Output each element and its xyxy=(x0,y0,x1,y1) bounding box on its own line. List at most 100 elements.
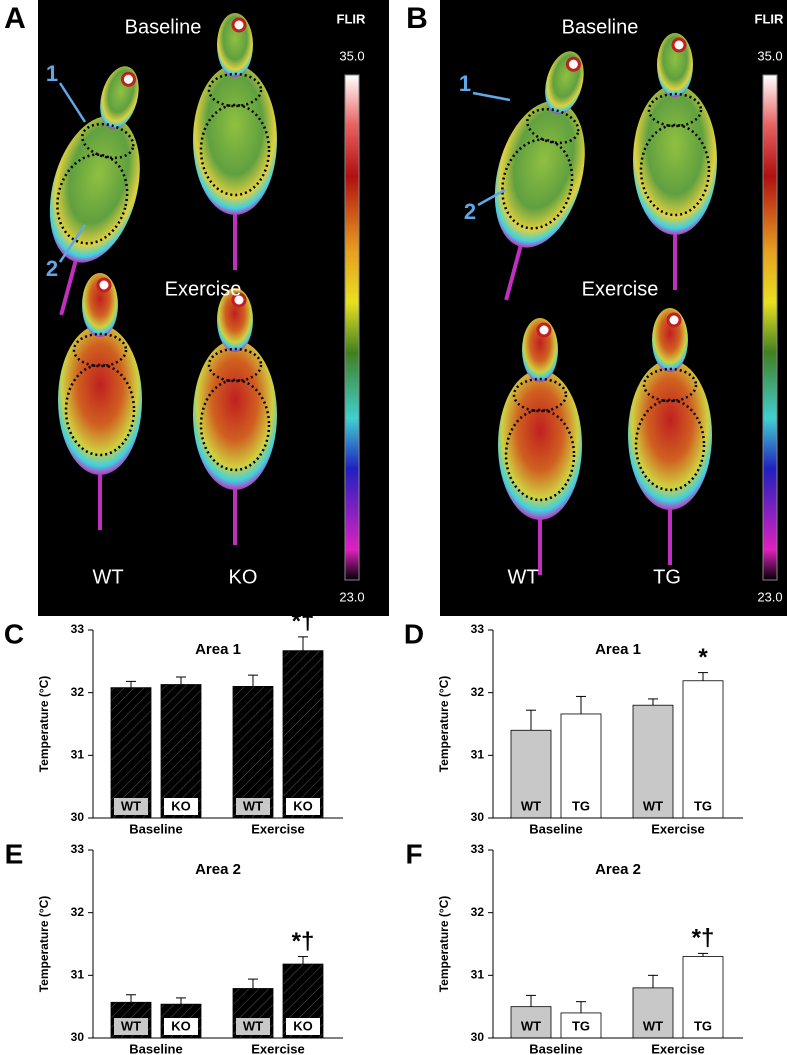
bar xyxy=(282,650,324,819)
panel-letter: F xyxy=(405,838,422,869)
scale-min: 23.0 xyxy=(757,589,782,604)
group-label: Baseline xyxy=(129,821,182,836)
significance: *† xyxy=(292,928,315,955)
area-label: 2 xyxy=(46,256,58,281)
bar xyxy=(560,713,602,819)
eye xyxy=(565,56,581,72)
panel-letter: C xyxy=(4,618,24,649)
y-axis-label: Temperature (°C) xyxy=(37,676,51,773)
eye xyxy=(96,277,112,293)
panel-letter: E xyxy=(5,838,24,869)
scale-max: 35.0 xyxy=(339,48,364,63)
scale-max: 35.0 xyxy=(757,48,782,63)
area-pointer xyxy=(477,188,506,207)
mouse xyxy=(49,66,140,316)
bar-label: WT xyxy=(243,798,263,813)
label-bg xyxy=(164,798,198,815)
area-label: 2 xyxy=(464,199,476,224)
group-label: Exercise xyxy=(651,821,705,836)
label-bg xyxy=(286,1018,320,1035)
y-tick-label: 30 xyxy=(471,1030,485,1044)
label-bg xyxy=(164,1018,198,1035)
color-scale xyxy=(344,74,360,581)
bar-label: KO xyxy=(293,1018,313,1033)
body xyxy=(498,370,582,520)
y-tick-label: 32 xyxy=(471,685,485,699)
bar xyxy=(632,704,674,819)
y-tick-label: 32 xyxy=(71,905,85,919)
bar-label: WT xyxy=(521,798,541,813)
body xyxy=(193,340,277,490)
bar-label: KO xyxy=(171,798,191,813)
eye xyxy=(120,71,136,87)
panel-letter: D xyxy=(404,618,424,649)
group-label: Exercise xyxy=(251,1041,305,1055)
genotype-label: KO xyxy=(229,566,258,588)
chart-title: Area 1 xyxy=(195,641,241,658)
area-pointer xyxy=(58,224,87,263)
label-bg xyxy=(114,1018,148,1035)
baseline-label: Baseline xyxy=(562,16,639,38)
bar-label: TG xyxy=(694,1018,712,1033)
eye xyxy=(671,37,687,53)
y-tick-label: 33 xyxy=(71,622,85,636)
area-2-outline xyxy=(199,378,271,472)
flir-logo: FLIR xyxy=(755,11,784,26)
label-bg xyxy=(236,1018,270,1035)
area-1-outline xyxy=(647,92,703,128)
body xyxy=(633,85,717,235)
eye xyxy=(231,17,247,33)
chart-title: Area 2 xyxy=(595,861,641,878)
area-1-outline xyxy=(512,377,568,413)
mouse xyxy=(628,308,712,565)
area-1-outline xyxy=(207,72,263,108)
y-tick-label: 31 xyxy=(471,748,485,762)
area-2-outline xyxy=(64,363,136,457)
thermal-image-b xyxy=(440,0,787,616)
mouse xyxy=(498,318,582,575)
label-bg xyxy=(114,798,148,815)
eye xyxy=(231,292,247,308)
y-tick-label: 32 xyxy=(471,905,485,919)
y-tick-label: 31 xyxy=(71,748,85,762)
bar-label: TG xyxy=(572,1018,590,1033)
bar-label: WT xyxy=(643,798,663,813)
y-tick-label: 30 xyxy=(71,1030,85,1044)
group-label: Exercise xyxy=(251,821,305,836)
group-label: Baseline xyxy=(129,1041,182,1055)
label-bg xyxy=(236,798,270,815)
exercise-label: Exercise xyxy=(165,278,242,300)
area-1-outline xyxy=(526,107,580,145)
bar xyxy=(160,684,202,819)
bar-label: WT xyxy=(121,798,141,813)
body xyxy=(193,65,277,215)
y-tick-label: 33 xyxy=(471,622,485,636)
eye xyxy=(536,322,552,338)
chart-title: Area 2 xyxy=(195,861,241,878)
y-tick-label: 30 xyxy=(471,810,485,824)
mouse xyxy=(633,33,717,290)
group-label: Baseline xyxy=(529,821,582,836)
area-pointer xyxy=(472,91,511,102)
bar xyxy=(682,956,724,1039)
exercise-label: Exercise xyxy=(582,278,659,300)
panel-letter: B xyxy=(406,2,428,35)
panel-letter: A xyxy=(4,2,26,35)
label-bg xyxy=(286,798,320,815)
bar xyxy=(232,686,274,819)
group-label: Exercise xyxy=(651,1041,705,1055)
significance: * xyxy=(698,644,708,671)
y-tick-label: 31 xyxy=(71,968,85,982)
bar-label: WT xyxy=(243,1018,263,1033)
mouse xyxy=(193,13,277,270)
color-scale xyxy=(762,74,778,581)
bar-label: TG xyxy=(694,798,712,813)
body xyxy=(628,360,712,510)
genotype-label: WT xyxy=(507,566,538,588)
area-label: 1 xyxy=(46,61,58,86)
flir-logo: FLIR xyxy=(337,11,366,26)
area-2-outline xyxy=(634,398,706,492)
significance: *† xyxy=(692,925,715,952)
area-1-outline xyxy=(642,367,698,403)
